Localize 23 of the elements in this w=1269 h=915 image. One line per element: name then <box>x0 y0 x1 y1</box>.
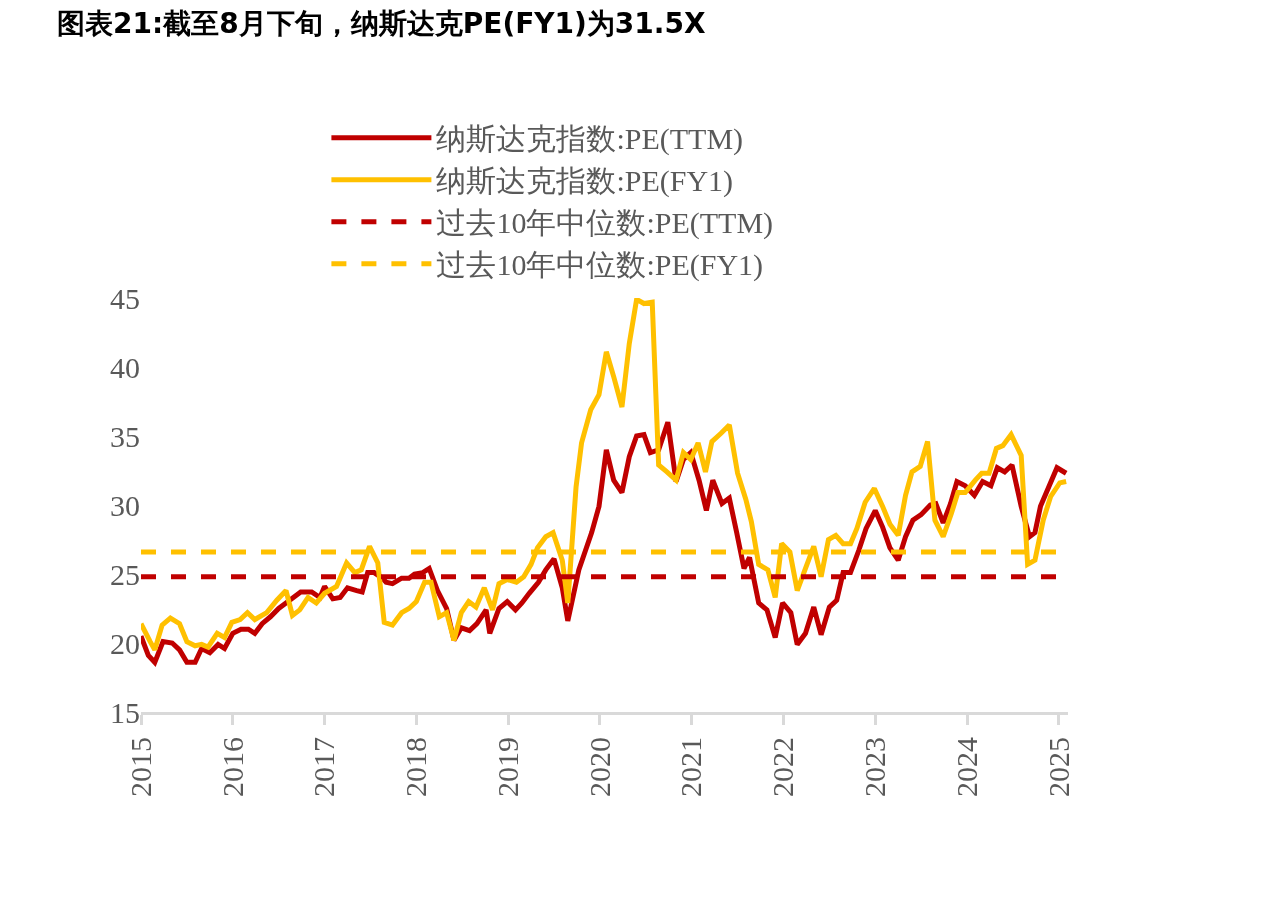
y-tick-label: 20 <box>110 626 140 660</box>
legend-label: 纳斯达克指数:PE(TTM) <box>436 122 744 157</box>
x-tick-label: 2025 <box>1041 737 1075 797</box>
y-tick-label: 40 <box>110 350 140 384</box>
y-tick-label: 45 <box>110 281 140 315</box>
x-tick-label: 2016 <box>215 737 249 797</box>
x-tick-label: 2022 <box>766 737 800 797</box>
x-tick-label: 2023 <box>858 737 892 797</box>
x-tick-label: 2015 <box>123 737 157 797</box>
x-tick-label: 2020 <box>582 737 616 797</box>
chart-title: 图表21:截至8月下旬，纳斯达克PE(FY1)为31.5X <box>57 7 706 41</box>
y-tick-label: 35 <box>110 419 140 453</box>
x-tick-label: 2018 <box>399 737 433 797</box>
legend-label: 过去10年中位数:PE(TTM) <box>436 206 774 241</box>
y-tick-label: 15 <box>110 695 140 729</box>
x-tick-label: 2021 <box>674 737 708 797</box>
y-tick-label: 30 <box>110 488 140 522</box>
legend-label: 纳斯达克指数:PE(FY1) <box>436 164 734 199</box>
x-tick-label: 2017 <box>307 737 341 797</box>
legend-label: 过去10年中位数:PE(FY1) <box>436 248 764 283</box>
x-tick-label: 2019 <box>490 737 524 797</box>
x-tick-label: 2024 <box>949 737 983 797</box>
y-tick-label: 25 <box>110 557 140 591</box>
